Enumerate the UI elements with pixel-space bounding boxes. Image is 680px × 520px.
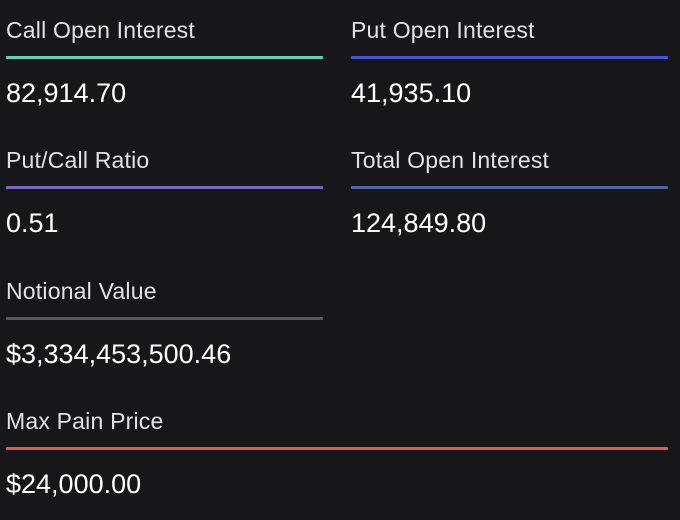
stat-underline <box>6 447 668 450</box>
stat-underline <box>351 186 668 189</box>
stat-value: $3,334,453,500.46 <box>6 339 232 369</box>
stat-underline <box>6 56 323 59</box>
stat-total-open-interest: Total Open Interest 124,849.80 <box>351 146 668 241</box>
stat-label: Total Open Interest <box>351 147 550 173</box>
stat-value: 41,935.10 <box>351 78 472 108</box>
stat-label: Put Open Interest <box>351 17 535 43</box>
stat-label: Call Open Interest <box>6 17 195 43</box>
stat-notional-value: Notional Value $3,334,453,500.46 <box>6 277 323 372</box>
stat-value: 82,914.70 <box>6 78 127 108</box>
stat-put-open-interest: Put Open Interest 41,935.10 <box>351 16 668 111</box>
stat-underline <box>6 186 323 189</box>
stat-put-call-ratio: Put/Call Ratio 0.51 <box>6 146 323 241</box>
stat-label: Put/Call Ratio <box>6 147 150 173</box>
stat-value: $24,000.00 <box>6 469 142 499</box>
stat-call-open-interest: Call Open Interest 82,914.70 <box>6 16 323 111</box>
stat-label: Max Pain Price <box>6 408 164 434</box>
stat-max-pain-price: Max Pain Price $24,000.00 <box>6 407 668 502</box>
stat-value: 0.51 <box>6 208 59 238</box>
stat-value: 124,849.80 <box>351 208 487 238</box>
stat-underline <box>351 56 668 59</box>
stat-underline <box>6 317 323 320</box>
stat-label: Notional Value <box>6 278 157 304</box>
